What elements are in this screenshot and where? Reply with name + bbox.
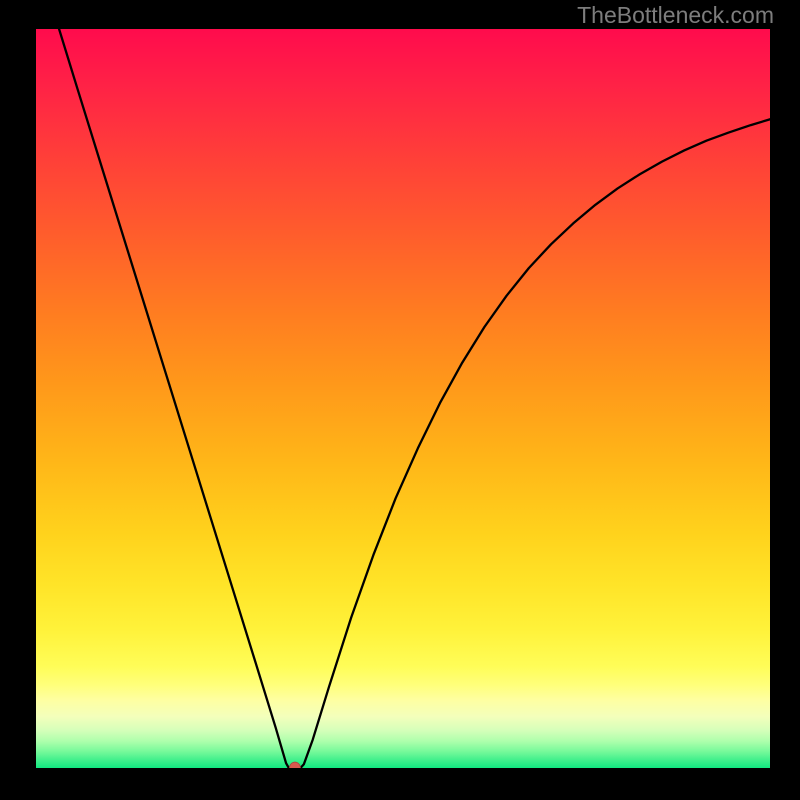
figure-stage: TheBottleneck.com [0,0,800,800]
chart-svg [33,26,773,771]
gradient-background [33,26,773,771]
watermark-text: TheBottleneck.com [577,2,774,29]
plot-area [33,26,773,771]
